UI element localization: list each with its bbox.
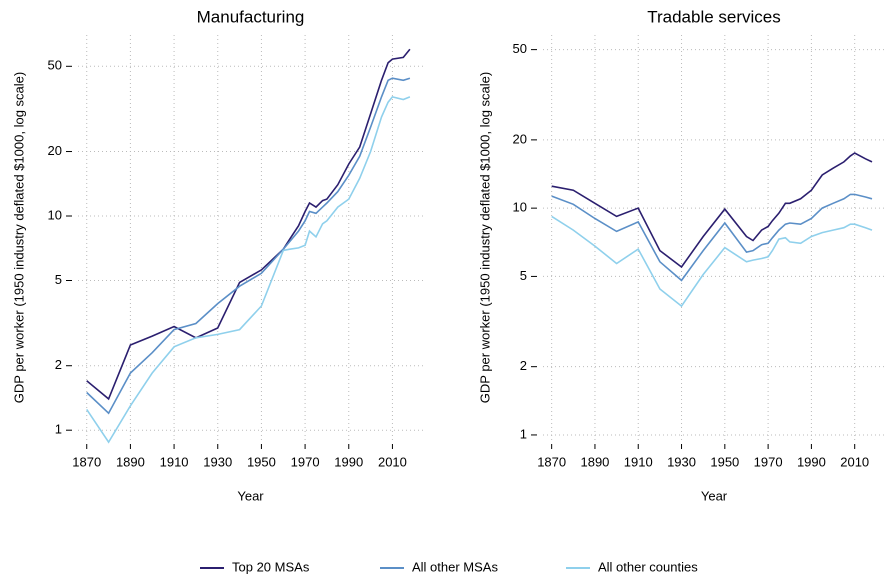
y-axis-label: GDP per worker (1950 industry deflated $… — [477, 72, 492, 403]
x-tick-label: 1990 — [797, 454, 826, 469]
x-tick-label: 1870 — [537, 454, 566, 469]
series-line — [86, 48, 411, 401]
legend-label: Top 20 MSAs — [232, 559, 310, 574]
x-tick-label: 1890 — [580, 454, 609, 469]
legend-label: All other MSAs — [412, 559, 498, 574]
x-tick-label: 1870 — [72, 454, 101, 469]
x-tick-label: 1910 — [624, 454, 653, 469]
x-axis-label: Year — [701, 488, 728, 503]
x-axis-label: Year — [237, 488, 264, 503]
x-tick-label: 1930 — [667, 454, 696, 469]
chart-title: Manufacturing — [197, 7, 305, 26]
y-tick-label: 10 — [513, 200, 527, 215]
y-tick-label: 5 — [55, 272, 62, 287]
x-tick-label: 1930 — [203, 454, 232, 469]
y-axis-label: GDP per worker (1950 industry deflated $… — [11, 72, 26, 403]
y-tick-label: 50 — [513, 41, 527, 56]
x-tick-label: 1970 — [754, 454, 783, 469]
y-tick-label: 10 — [48, 207, 62, 222]
x-tick-label: 1910 — [160, 454, 189, 469]
series-line — [551, 193, 873, 282]
series-line — [551, 152, 873, 269]
x-tick-label: 1950 — [710, 454, 739, 469]
x-tick-label: 1950 — [247, 454, 276, 469]
x-tick-label: 2010 — [378, 454, 407, 469]
x-tick-label: 1890 — [116, 454, 145, 469]
y-tick-label: 20 — [48, 143, 62, 158]
legend-label: All other counties — [598, 559, 698, 574]
series-line — [86, 96, 411, 444]
y-tick-label: 20 — [513, 131, 527, 146]
y-tick-label: 2 — [520, 358, 527, 373]
x-tick-label: 1990 — [334, 454, 363, 469]
y-tick-label: 50 — [48, 58, 62, 73]
y-tick-label: 2 — [55, 357, 62, 372]
series-line — [86, 77, 411, 415]
y-tick-label: 1 — [55, 422, 62, 437]
chart-title: Tradable services — [647, 7, 781, 26]
x-tick-label: 1970 — [291, 454, 320, 469]
y-tick-label: 5 — [520, 268, 527, 283]
series-line — [551, 215, 873, 308]
x-tick-label: 2010 — [840, 454, 869, 469]
y-tick-label: 1 — [520, 426, 527, 441]
